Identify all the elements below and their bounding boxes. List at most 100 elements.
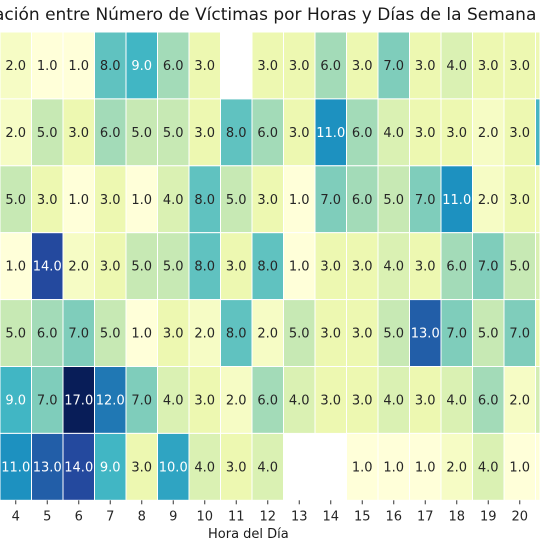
- cell-label: 4.0: [163, 193, 184, 208]
- cell-label: 3.0: [415, 126, 436, 141]
- cell-label: 3.0: [320, 327, 341, 342]
- x-tick-label: 4: [12, 509, 20, 524]
- cell-label: 4.0: [383, 260, 404, 275]
- cell-label: 2.0: [446, 460, 467, 475]
- cell-label: 7.0: [383, 59, 404, 74]
- cell-label: 4.0: [446, 59, 467, 74]
- cell-label: 5.0: [5, 193, 26, 208]
- cell-label: 13.0: [33, 460, 62, 475]
- cell-label: 4.0: [446, 393, 467, 408]
- x-tick-label: 20: [511, 509, 528, 524]
- cell-label: 4.0: [289, 393, 310, 408]
- cell-label: 5.0: [226, 193, 247, 208]
- cell-label: 3.0: [163, 327, 184, 342]
- x-tick-label: 16: [385, 509, 402, 524]
- x-tick-label: 17: [417, 509, 434, 524]
- cell-label: 8.0: [100, 59, 121, 74]
- heatmap-cell-edge: [536, 300, 540, 367]
- x-tick-label: 5: [43, 509, 51, 524]
- cell-label: 3.0: [352, 59, 373, 74]
- cell-label: 3.0: [320, 260, 341, 275]
- cell-label: 1.0: [383, 460, 404, 475]
- x-tick-label: 9: [169, 509, 177, 524]
- cell-label: 3.0: [509, 193, 530, 208]
- cell-label: 11.0: [1, 460, 30, 475]
- heatmap-cell-edge: [536, 99, 540, 166]
- cell-label: 4.0: [383, 393, 404, 408]
- cell-label: 7.0: [415, 193, 436, 208]
- x-tick-label: 13: [291, 509, 308, 524]
- cell-label: 5.0: [5, 327, 26, 342]
- cell-label: 8.0: [194, 193, 215, 208]
- cell-label: 2.0: [509, 393, 530, 408]
- cell-label: 6.0: [163, 59, 184, 74]
- cell-label: 2.0: [68, 260, 89, 275]
- cell-label: 2.0: [478, 193, 499, 208]
- x-tick-label: 10: [196, 509, 213, 524]
- cell-label: 5.0: [163, 260, 184, 275]
- cell-label: 7.0: [478, 260, 499, 275]
- heatmap-cell-edge: [536, 32, 540, 99]
- cell-label: 3.0: [257, 59, 278, 74]
- cell-label: 8.0: [226, 327, 247, 342]
- cell-label: 3.0: [352, 327, 373, 342]
- cell-label: 7.0: [131, 393, 152, 408]
- cell-label: 5.0: [131, 260, 152, 275]
- cell-label: 3.0: [415, 393, 436, 408]
- cell-label: 5.0: [289, 327, 310, 342]
- cell-label: 3.0: [194, 59, 215, 74]
- cell-label: 1.0: [352, 460, 373, 475]
- heatmap-cell-edge: [536, 166, 540, 233]
- cell-label: 3.0: [226, 460, 247, 475]
- cell-label: 6.0: [446, 260, 467, 275]
- cell-label: 4.0: [383, 126, 404, 141]
- cell-label: 3.0: [415, 260, 436, 275]
- cell-label: 6.0: [257, 393, 278, 408]
- x-tick-label: 8: [138, 509, 146, 524]
- cell-label: 5.0: [163, 126, 184, 141]
- cell-label: 7.0: [509, 327, 530, 342]
- cell-label: 4.0: [478, 460, 499, 475]
- cell-label: 7.0: [320, 193, 341, 208]
- cell-label: 8.0: [257, 260, 278, 275]
- cell-label: 8.0: [226, 126, 247, 141]
- cell-label: 11.0: [442, 193, 471, 208]
- cell-label: 13.0: [411, 327, 440, 342]
- cell-label: 3.0: [352, 393, 373, 408]
- cell-label: 3.0: [478, 59, 499, 74]
- cell-label: 5.0: [509, 260, 530, 275]
- cell-label: 3.0: [509, 126, 530, 141]
- cell-label: 1.0: [289, 260, 310, 275]
- x-tick-label: 11: [228, 509, 245, 524]
- cell-label: 14.0: [33, 260, 62, 275]
- x-tick-label: 14: [322, 509, 339, 524]
- cell-label: 3.0: [289, 126, 310, 141]
- cell-label: 3.0: [509, 59, 530, 74]
- cell-label: 5.0: [37, 126, 58, 141]
- cell-label: 6.0: [352, 193, 373, 208]
- cell-label: 3.0: [68, 126, 89, 141]
- cell-label: 9.0: [131, 59, 152, 74]
- cell-label: 17.0: [64, 393, 93, 408]
- x-tick-label: 19: [480, 509, 497, 524]
- cell-label: 9.0: [5, 393, 26, 408]
- cell-label: 6.0: [257, 126, 278, 141]
- x-tick-label: 12: [259, 509, 276, 524]
- cell-label: 7.0: [68, 327, 89, 342]
- cell-label: 6.0: [352, 126, 373, 141]
- cell-label: 8.0: [194, 260, 215, 275]
- cell-label: 1.0: [68, 193, 89, 208]
- cell-label: 1.0: [509, 460, 530, 475]
- cell-label: 2.0: [478, 126, 499, 141]
- heatmap-cell-edge: [536, 367, 540, 434]
- cell-label: 9.0: [100, 460, 121, 475]
- cell-label: 2.0: [194, 327, 215, 342]
- cell-label: 5.0: [383, 327, 404, 342]
- cell-label: 4.0: [194, 460, 215, 475]
- cell-label: 6.0: [100, 126, 121, 141]
- cell-label: 3.0: [100, 260, 121, 275]
- cell-label: 1.0: [37, 59, 58, 74]
- x-tick-label: 7: [106, 509, 114, 524]
- cell-label: 3.0: [289, 59, 310, 74]
